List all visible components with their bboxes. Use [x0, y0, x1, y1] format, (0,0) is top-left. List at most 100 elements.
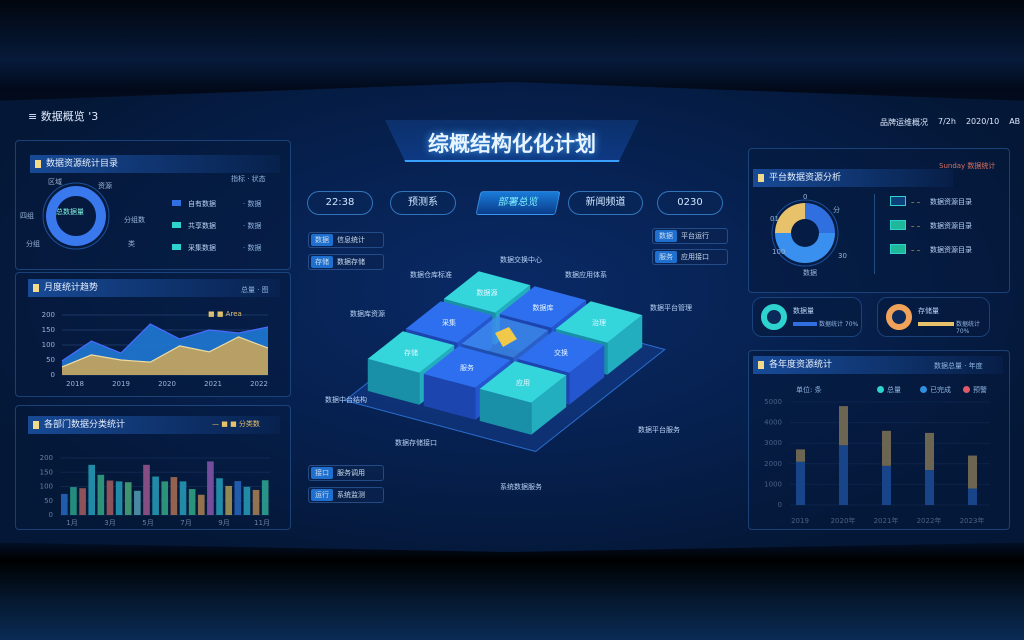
donut-label: 0 — [803, 193, 808, 201]
left-panel-resources: 数据资源统计目录 指标 · 状态 总数据量 四组 区域 资源 分组数 类 分组 — [15, 140, 291, 270]
donut-label: 分 — [833, 206, 840, 214]
tab-5[interactable]: 0230 — [657, 191, 723, 215]
info-chip[interactable]: 运行 系统监测 — [308, 487, 384, 503]
status-text: 品牌运维概况 — [880, 118, 928, 127]
bar — [252, 489, 260, 515]
x-tick-label: 2021 — [204, 380, 222, 388]
block-top[interactable] — [555, 301, 643, 343]
legend-label: 预警 — [973, 386, 987, 394]
block-top[interactable] — [423, 346, 511, 388]
block-top[interactable] — [367, 331, 455, 373]
block-top[interactable] — [405, 301, 493, 343]
chart-legend: ■ ■ Area — [208, 310, 242, 318]
block-top[interactable] — [517, 331, 605, 373]
title-frame — [385, 120, 639, 162]
dash-icon: – – — [911, 222, 921, 230]
bar — [179, 481, 187, 515]
ring-label: 类 — [128, 240, 135, 248]
callout-label: 数据交换中心 — [500, 255, 542, 264]
donut-slice — [805, 203, 835, 233]
legend-label: 数据资源目录 — [930, 222, 972, 230]
ring-chart — [42, 182, 110, 250]
dash-icon: – – — [911, 198, 921, 206]
donut-chart — [771, 199, 839, 267]
block-side — [569, 345, 605, 405]
ring-label: 分组 — [26, 240, 40, 248]
legend-value: · 数据 — [243, 244, 262, 252]
callout-label: 系统数据服务 — [500, 482, 542, 491]
tab-2[interactable]: 预测系 — [390, 191, 456, 215]
stat-card[interactable]: 存储量 数据统计 70% — [877, 297, 990, 337]
legend-label: 采集数据 — [188, 244, 216, 252]
chip-value: 信息统计 — [337, 236, 365, 244]
y-tick-label: 100 — [40, 483, 53, 491]
legend-swatch — [172, 200, 181, 206]
progress-bar — [793, 322, 817, 326]
panel-tag: Sunday 数据统计 — [939, 162, 996, 170]
x-tick-label: 2022 — [250, 380, 268, 388]
panel-tag: — ■ ■ 分类数 — [212, 420, 260, 428]
bar — [188, 489, 196, 515]
callout-label: 数据平台服务 — [638, 425, 680, 434]
info-chip[interactable]: 服务 应用接口 — [652, 249, 728, 265]
list-icon — [890, 196, 906, 206]
block-label: 数据库 — [533, 303, 554, 312]
legend-value: · 数据 — [243, 200, 262, 208]
stat-card[interactable]: 数据量 数据统计 70% — [752, 297, 862, 337]
info-chip[interactable]: 数据 平台运行 — [652, 228, 728, 244]
status-text: 2020/10 — [965, 117, 1000, 126]
top-right-status: 品牌运维概况 7/2h 2020/10 AB — [880, 117, 1020, 128]
chip-value: 平台运行 — [681, 232, 709, 240]
ring-label: 分组数 — [124, 216, 145, 224]
status-text: 7/2h — [938, 117, 956, 126]
info-chip[interactable]: 数据 信息统计 — [308, 232, 384, 248]
panel-tag: 数据总量 · 年度 — [934, 362, 983, 370]
x-tick-label: 2019 — [112, 380, 130, 388]
block-top[interactable] — [443, 271, 531, 313]
x-tick-label: 7月 — [180, 519, 191, 527]
block-side — [479, 388, 532, 435]
bar — [134, 490, 141, 515]
dash-icon: – – — [911, 246, 921, 254]
block-label: 存储 — [404, 348, 418, 357]
top-left-title: ≡ 数据概览 '3 — [28, 110, 99, 123]
donut-label: 数据 — [803, 269, 817, 277]
legend-dot — [920, 386, 927, 393]
block-label: 应用 — [516, 378, 530, 387]
ring-label: 资源 — [98, 182, 112, 190]
legend-label: 已完成 — [930, 386, 951, 394]
chip-key: 存储 — [311, 256, 333, 268]
left-panel-category: 各部门数据分类统计 — ■ ■ 分类数 — [15, 405, 291, 530]
bar — [243, 486, 251, 515]
bar — [106, 480, 114, 515]
callout-label: 数据中台结构 — [325, 395, 367, 404]
panel-header: 各年度资源统计 — [753, 356, 1003, 374]
ring-label: 四组 — [20, 212, 34, 220]
y-tick-label: 50 — [46, 356, 55, 364]
legend-dot — [877, 386, 884, 393]
callout-label: 数据库资源 — [350, 309, 385, 318]
info-chip[interactable]: 接口 服务调用 — [308, 465, 384, 481]
series-line — [61, 323, 269, 362]
cube-icon — [495, 327, 517, 347]
callout-label: 数据仓库标准 — [410, 270, 452, 279]
legend-value: · 数据 — [243, 222, 262, 230]
tab-4[interactable]: 新闻频道 — [568, 191, 643, 215]
y-tick-label: 150 — [42, 326, 55, 334]
block-top[interactable] — [499, 286, 587, 328]
list-icon — [890, 244, 906, 254]
panel-tag: 指标 · 状态 — [231, 175, 266, 183]
ring-center-label: 总数据量 — [56, 208, 84, 216]
stat-icon — [761, 304, 787, 330]
y-tick-label: 200 — [40, 454, 53, 462]
bar — [88, 464, 96, 515]
info-chip[interactable]: 存储 数据存储 — [308, 254, 384, 270]
bar — [124, 482, 132, 515]
bar — [261, 480, 269, 515]
right-panel-yearly: 各年度资源统计 数据总量 · 年度 单位: 条 总量 已完成 预警 — [748, 350, 1010, 530]
block-top[interactable] — [479, 361, 567, 403]
legend-swatch — [172, 244, 181, 250]
tab-1[interactable]: 22:38 — [307, 191, 373, 215]
callout-label: 数据平台管理 — [650, 303, 692, 312]
